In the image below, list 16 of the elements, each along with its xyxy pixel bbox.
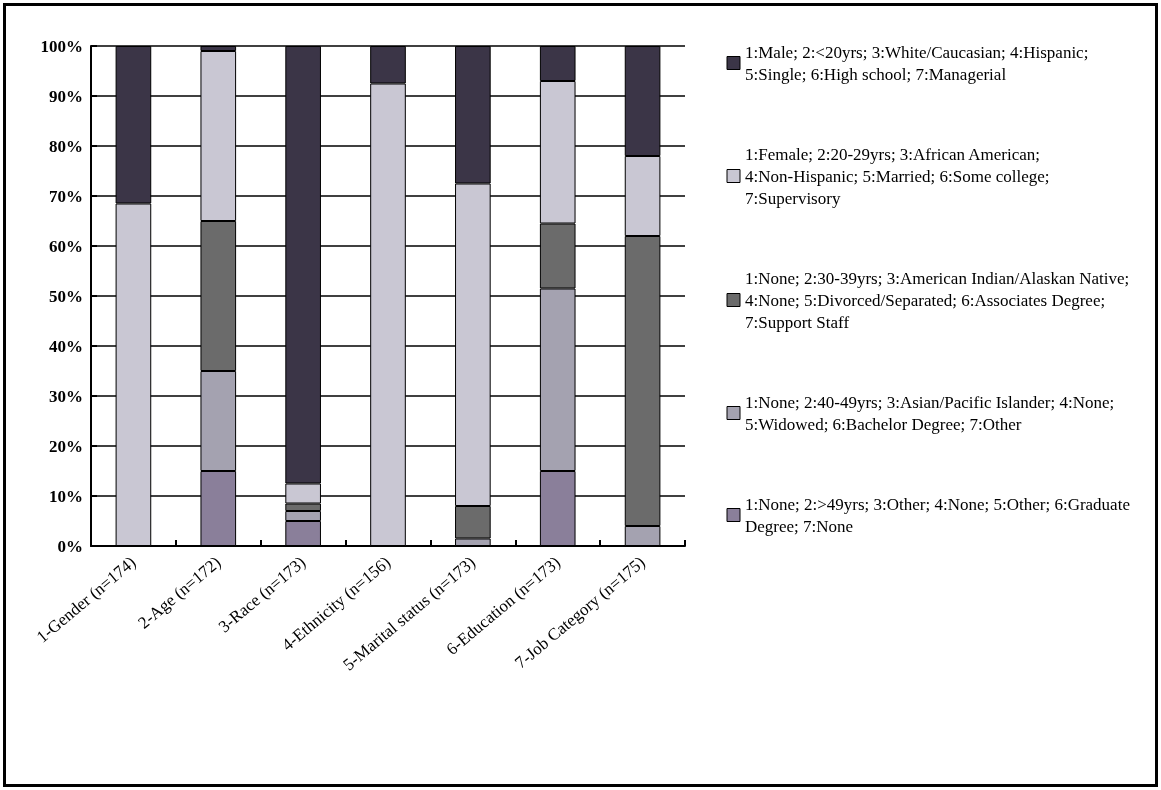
y-tick-label: 100% <box>40 36 83 56</box>
y-tick-label: 10% <box>49 486 83 506</box>
y-tick-label: 40% <box>49 336 83 356</box>
y-tick-label: 50% <box>49 286 83 306</box>
y-tick-label: 90% <box>49 86 83 106</box>
legend-label: 1:None; 2:40-49yrs; 3:Asian/Pacific Islander; 4:None; 5:Widowed; 6:Bachelor Degree; 7:Other <box>745 392 1119 434</box>
y-tick-label: 80% <box>49 136 83 156</box>
y-tick-label: 20% <box>49 436 83 456</box>
y-tick-label: 30% <box>49 386 83 406</box>
y-tick-label: 70% <box>49 186 83 206</box>
y-tick-label: 0% <box>57 536 83 556</box>
legend-label: 1:None; 2:30-39yrs; 3:American Indian/Alaskan Native; 4:None; 5:Divorced/Separated; 6:Associates Degree; 7:Support Staff <box>745 268 1134 332</box>
legend-label: 1:Male; 2:<20yrs; 3:White/Caucasian; 4:Hispanic; 5:Single; 6:High school; 7:Managerial <box>745 42 1093 84</box>
legend-label: 1:None; 2:>49yrs; 3:Other; 4:None; 5:Other; 6:Graduate Degree; 7:None <box>745 494 1135 536</box>
y-tick-label: 60% <box>49 236 83 256</box>
legend-label: 1:Female; 2:20-29yrs; 3:African American; 4:Non-Hispanic; 5:Married; 6:Some college; 7:Supervisory <box>745 144 1054 208</box>
